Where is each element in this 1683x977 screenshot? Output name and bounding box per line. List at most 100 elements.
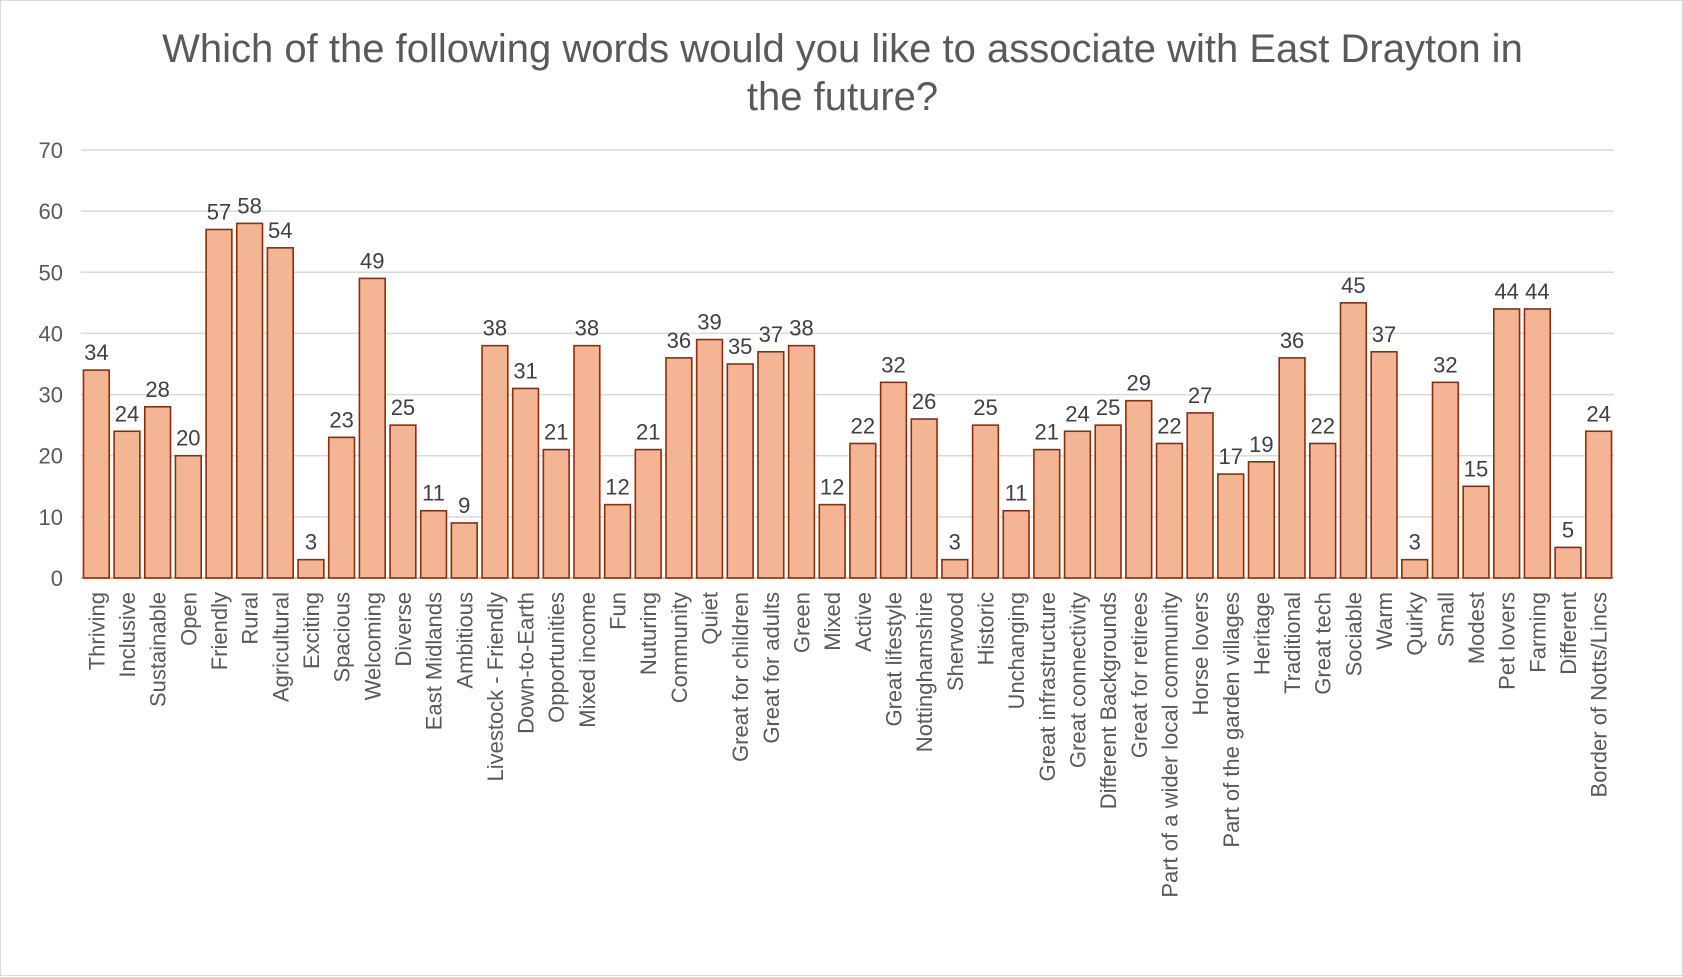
bar (511, 387, 540, 579)
category-label: Exciting (299, 592, 324, 669)
bar (1523, 308, 1552, 579)
category-label: Nottinghamshire (912, 592, 937, 752)
category-label: Part of a wider local community (1157, 592, 1182, 898)
category-label: Nuturing (636, 592, 661, 675)
category-label: Warm (1372, 592, 1397, 650)
category-label: Mixed (820, 592, 845, 651)
category-label: Heritage (1249, 592, 1274, 675)
data-label: 45 (1341, 273, 1365, 298)
bar (174, 454, 202, 579)
bar (787, 344, 816, 579)
data-label: 12 (820, 475, 844, 500)
data-label: 35 (728, 334, 752, 359)
bar (1462, 485, 1490, 579)
bar (879, 381, 908, 579)
y-tick-label: 50 (39, 260, 63, 285)
category-label: Spacious (330, 592, 355, 683)
category-label: Diverse (391, 592, 416, 667)
data-label: 26 (912, 389, 936, 414)
data-label: 9 (458, 493, 470, 518)
data-label: 11 (1005, 481, 1028, 506)
category-label: Quiet (698, 592, 723, 645)
data-label: 20 (176, 426, 200, 451)
bar (358, 277, 386, 579)
data-label: 25 (391, 395, 415, 420)
y-tick-label: 20 (39, 444, 63, 469)
data-label: 44 (1494, 279, 1518, 304)
data-label: 12 (605, 475, 629, 500)
bar (1401, 558, 1429, 579)
data-label: 58 (237, 193, 261, 218)
data-label: 21 (1035, 420, 1059, 445)
data-label: 24 (1065, 401, 1089, 426)
category-label: Farming (1525, 592, 1550, 673)
category-label: Horse lovers (1188, 592, 1213, 715)
bar (818, 503, 846, 579)
category-label: Ambitious (452, 592, 477, 689)
bar (205, 228, 233, 579)
data-label: 24 (115, 401, 139, 426)
bar (665, 357, 693, 579)
bar (1554, 546, 1582, 579)
bar (1186, 412, 1214, 579)
data-label: 22 (1157, 413, 1181, 438)
category-label: Friendly (207, 592, 232, 670)
data-label: 38 (575, 316, 599, 341)
bars (82, 222, 1613, 579)
data-label: 3 (305, 530, 317, 555)
bar (235, 222, 264, 579)
bar (1339, 302, 1368, 579)
bar (573, 344, 601, 579)
data-label: 27 (1188, 383, 1212, 408)
bar (971, 424, 1000, 579)
data-label: 22 (851, 413, 875, 438)
category-label: Community (667, 592, 692, 703)
bar (1493, 308, 1521, 579)
data-label: 15 (1464, 456, 1488, 481)
data-label: 28 (145, 377, 169, 402)
category-label: Sociable (1341, 592, 1366, 676)
bar (1033, 448, 1061, 579)
category-label: Green (790, 592, 815, 653)
bar (481, 344, 509, 579)
category-label: Mixed income (575, 592, 600, 728)
bar (542, 448, 570, 579)
data-label: 37 (1372, 322, 1396, 347)
data-label: 24 (1586, 401, 1610, 426)
data-label: 21 (636, 420, 660, 445)
category-label: Historic (973, 592, 998, 665)
bar (327, 436, 356, 579)
y-tick-label: 10 (39, 505, 63, 530)
category-label: Great lifestyle (881, 592, 906, 727)
bar (726, 363, 754, 579)
category-label: Different Backgrounds (1096, 592, 1121, 809)
data-label: 3 (949, 530, 961, 555)
bar (1370, 350, 1398, 579)
data-label: 32 (1433, 352, 1457, 377)
bar (1278, 357, 1306, 579)
category-label: Inclusive (115, 592, 140, 678)
bar (849, 442, 877, 579)
category-label: Active (851, 592, 876, 652)
data-label: 25 (1096, 395, 1120, 420)
category-label: Down-to-Earth (514, 592, 539, 734)
data-label: 54 (268, 218, 292, 243)
bar (1063, 430, 1092, 579)
category-label: East Midlands (422, 592, 447, 730)
data-label: 37 (759, 322, 783, 347)
bar (297, 558, 325, 579)
category-label: Modest (1464, 592, 1489, 664)
bar (1584, 430, 1613, 579)
bar (1217, 473, 1245, 579)
category-label: Different (1556, 592, 1581, 675)
data-label: 36 (1280, 328, 1304, 353)
category-label: Welcoming (360, 592, 385, 700)
category-label: Great for children (728, 592, 753, 762)
x-axis-categories: Thriving Inclusive Sustainable Open Friendly… (84, 592, 1611, 898)
data-label: 36 (667, 328, 691, 353)
bar (603, 503, 632, 579)
category-label: Great connectivity (1065, 592, 1090, 768)
bar (266, 247, 294, 579)
bar (1247, 461, 1276, 579)
